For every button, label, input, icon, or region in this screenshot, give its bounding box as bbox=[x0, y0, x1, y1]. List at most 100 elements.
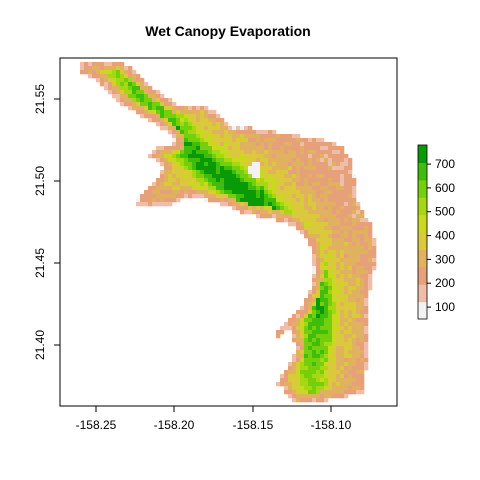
raster-cell bbox=[364, 326, 369, 331]
raster-cell bbox=[120, 102, 125, 107]
raster-cell bbox=[304, 326, 309, 331]
raster-cell bbox=[356, 354, 361, 359]
raster-cell bbox=[356, 334, 361, 339]
raster-cell bbox=[364, 302, 369, 307]
raster-cell bbox=[96, 62, 101, 67]
raster-cell bbox=[368, 282, 373, 287]
raster-cell bbox=[252, 138, 257, 143]
raster-cell bbox=[324, 306, 329, 311]
raster-cell bbox=[284, 190, 289, 195]
raster-cell bbox=[156, 118, 161, 123]
raster-cell bbox=[168, 154, 173, 159]
raster-cell bbox=[144, 114, 149, 119]
raster-cell bbox=[288, 210, 293, 215]
raster-cell bbox=[372, 242, 377, 247]
raster-cell bbox=[196, 186, 201, 191]
raster-cell bbox=[232, 202, 237, 207]
raster-cell bbox=[200, 158, 205, 163]
raster-cell bbox=[344, 322, 349, 327]
legend-swatch bbox=[418, 232, 427, 237]
raster-cell bbox=[356, 322, 361, 327]
raster-cell bbox=[320, 374, 325, 379]
legend-swatch bbox=[418, 149, 427, 155]
raster-cell bbox=[260, 138, 265, 143]
raster-cell bbox=[244, 146, 249, 151]
raster-cell bbox=[140, 114, 145, 119]
raster-cell bbox=[304, 382, 309, 387]
raster-cell bbox=[188, 182, 193, 187]
raster-cell bbox=[128, 66, 133, 71]
raster-cell bbox=[360, 298, 365, 303]
raster-cell bbox=[316, 238, 321, 243]
raster-cell bbox=[264, 174, 269, 179]
raster-cell bbox=[272, 154, 277, 159]
raster-cell bbox=[324, 162, 329, 167]
raster-cell bbox=[332, 206, 337, 211]
raster-cell bbox=[360, 302, 365, 307]
raster-cell bbox=[340, 294, 345, 299]
raster-cell bbox=[364, 314, 369, 319]
raster-cell bbox=[340, 146, 345, 151]
raster-cell bbox=[196, 162, 201, 167]
raster-cell bbox=[92, 70, 97, 75]
raster-cell bbox=[312, 218, 317, 223]
raster-cell bbox=[296, 366, 301, 371]
raster-cell bbox=[276, 166, 281, 171]
raster-cell bbox=[324, 258, 329, 263]
raster-cell bbox=[228, 174, 233, 179]
raster-cell bbox=[280, 142, 285, 147]
raster-cell bbox=[348, 158, 353, 163]
raster-cell bbox=[232, 150, 237, 155]
raster-cell bbox=[276, 198, 281, 203]
raster-cell bbox=[340, 314, 345, 319]
raster-cell bbox=[168, 178, 173, 183]
raster-cell bbox=[288, 166, 293, 171]
raster-cell bbox=[336, 386, 341, 391]
raster-cell bbox=[332, 330, 337, 335]
raster-cell bbox=[176, 170, 181, 175]
raster-cell bbox=[180, 174, 185, 179]
x-tick-label: -158.25 bbox=[76, 418, 117, 432]
raster-cell bbox=[328, 366, 333, 371]
raster-cell bbox=[256, 194, 261, 199]
raster-cell bbox=[368, 226, 373, 231]
raster-cell bbox=[304, 226, 309, 231]
raster-cell bbox=[228, 170, 233, 175]
legend-tick-label: 700 bbox=[435, 157, 455, 171]
raster-cell bbox=[304, 302, 309, 307]
raster-cell bbox=[268, 134, 273, 139]
raster-cell bbox=[132, 98, 137, 103]
raster-cell bbox=[248, 210, 253, 215]
raster-cell bbox=[312, 302, 317, 307]
raster-cell bbox=[180, 182, 185, 187]
raster-cell bbox=[136, 98, 141, 103]
raster-cell bbox=[272, 178, 277, 183]
raster-cell bbox=[352, 190, 357, 195]
raster-cell bbox=[360, 250, 365, 255]
raster-cell bbox=[128, 106, 133, 111]
raster-cell bbox=[296, 178, 301, 183]
raster-cell bbox=[324, 226, 329, 231]
plot-frame bbox=[59, 57, 398, 407]
raster-cell bbox=[208, 138, 213, 143]
raster-cell bbox=[344, 202, 349, 207]
raster-cell bbox=[360, 246, 365, 251]
raster-cell bbox=[316, 318, 321, 323]
raster-cell bbox=[312, 186, 317, 191]
raster-cell bbox=[136, 202, 141, 207]
raster-cell bbox=[360, 278, 365, 283]
raster-cell bbox=[164, 198, 169, 203]
raster-cell bbox=[308, 222, 313, 227]
raster-cell bbox=[216, 174, 221, 179]
raster-cell bbox=[360, 294, 365, 299]
raster-cell bbox=[256, 174, 261, 179]
raster-cell bbox=[292, 170, 297, 175]
raster-cell bbox=[172, 146, 177, 151]
raster-cell bbox=[160, 122, 165, 127]
raster-cell bbox=[344, 246, 349, 251]
raster-cell bbox=[232, 170, 237, 175]
raster-cell bbox=[284, 142, 289, 147]
raster-cell bbox=[308, 218, 313, 223]
raster-cell bbox=[356, 346, 361, 351]
legend-swatch bbox=[418, 145, 427, 150]
